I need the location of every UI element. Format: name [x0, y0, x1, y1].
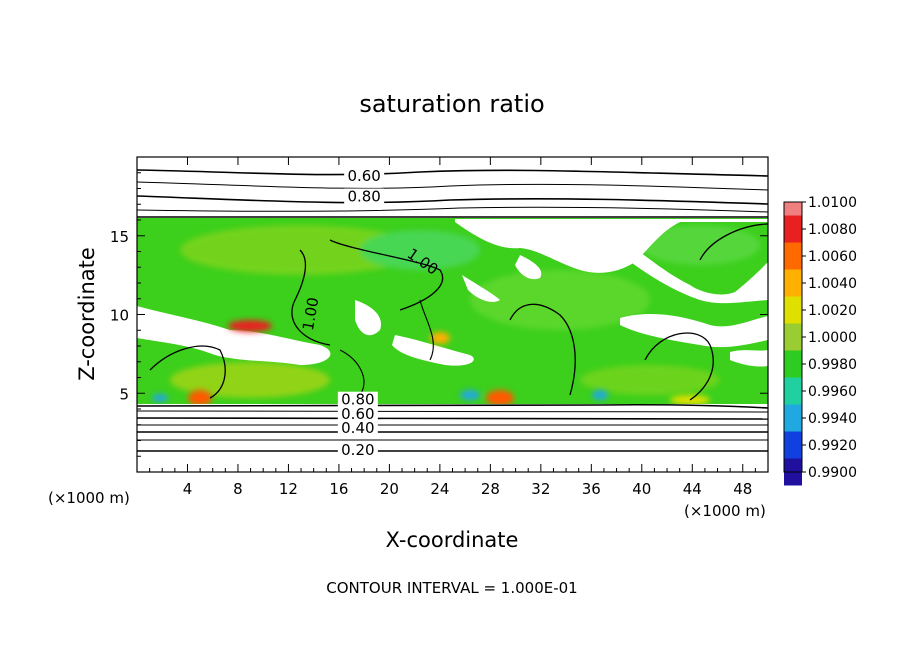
colorbar-label: 0.9900: [808, 465, 857, 481]
x-tick-label: 24: [430, 480, 449, 498]
contour-label-bg: [337, 442, 378, 458]
y-axis: 5 10 15: [110, 172, 768, 457]
contour-label: 0.80: [347, 188, 380, 206]
contour-label-bg: [344, 188, 385, 204]
contour-label-bg: [344, 168, 385, 184]
y-tick-label: 15: [110, 228, 129, 246]
colorbar-swatch: [784, 242, 802, 270]
colorbar-swatch: [784, 377, 802, 405]
y-tick-label: 10: [110, 307, 129, 325]
x-axis-label: X-coordinate: [386, 528, 519, 552]
colorbar-label: 0.9920: [808, 438, 857, 454]
y-tick-label: 5: [119, 385, 129, 403]
high-saturation-spots: [152, 320, 710, 406]
x-tick-label: 36: [582, 480, 601, 498]
colorbar-label: 1.0060: [808, 249, 857, 265]
contour-label: 0.60: [341, 405, 374, 423]
colorbar-swatch: [784, 323, 802, 351]
colorbar-swatch: [784, 215, 802, 243]
colorbar-swatch: [784, 404, 802, 432]
x-tick-label: 44: [683, 480, 702, 498]
x-tick-label: 16: [329, 480, 348, 498]
colorbar-label: 1.0020: [808, 303, 857, 319]
x-tick-label: 32: [531, 480, 550, 498]
colorbar-label: 0.9980: [808, 357, 857, 373]
lower-dry-layer: [137, 404, 768, 472]
x-axis-unit-label-right: (×1000 m): [684, 502, 766, 520]
dry-regions: [137, 219, 768, 367]
colorbar-swatch: [784, 431, 802, 459]
colorbar-swatch: [784, 296, 802, 324]
contour-label: 0.60: [347, 167, 380, 185]
contour-interval-note: CONTOUR INTERVAL = 1.000E-01: [326, 579, 577, 597]
chart-title: saturation ratio: [359, 90, 544, 118]
contour-label-bg: [337, 391, 378, 407]
colorbar-swatch: [784, 202, 802, 216]
colorbar-label: 1.0100: [808, 195, 857, 211]
colorbar-label: 1.0040: [808, 276, 857, 292]
contour-label: 1.00: [299, 296, 323, 332]
x-tick-label: 40: [632, 480, 651, 498]
colorbar-swatch: [784, 350, 802, 378]
contour-label-bg: [337, 420, 378, 436]
x-tick-label: 20: [380, 480, 399, 498]
field-texture: [170, 225, 760, 398]
x-tick-label: 12: [279, 480, 298, 498]
x-tick-label: 4: [183, 480, 193, 498]
contour-label: 0.80: [341, 391, 374, 409]
x-tick-label: 48: [733, 480, 752, 498]
colorbar-label: 0.9960: [808, 384, 857, 400]
x-axis: 4 8 12 16 20 24 28 32 36 40 44 48: [149, 157, 756, 498]
colorbar-label: 1.0000: [808, 330, 857, 346]
x-tick-label: 8: [233, 480, 243, 498]
y-axis-label: Z-coordinate: [75, 247, 99, 381]
contour-label: 0.20: [341, 441, 374, 459]
x-axis-unit-label: (×1000 m): [48, 489, 130, 507]
colorbar: 1.0100 1.0080 1.0060 1.0040 1.0020 1.0000 0.99…: [783, 195, 857, 486]
contour-lines: [137, 169, 768, 452]
plot-area: [137, 157, 768, 472]
contour-label-bg: [337, 405, 378, 421]
colorbar-label: 1.0080: [808, 222, 857, 238]
x-tick-label: 28: [481, 480, 500, 498]
contour-label: 0.40: [341, 419, 374, 437]
colorbar-swatch: [784, 269, 802, 297]
colorbar-label: 0.9940: [808, 411, 857, 427]
